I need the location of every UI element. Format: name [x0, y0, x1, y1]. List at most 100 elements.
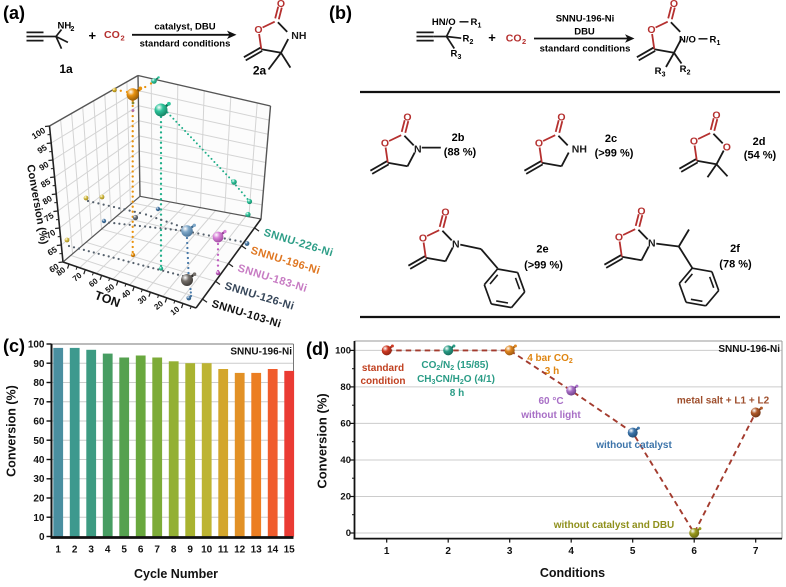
svg-text:12: 12 [234, 545, 246, 556]
svg-text:5: 5 [121, 545, 127, 556]
svg-text:SNNU-196-Ni: SNNU-196-Ni [718, 344, 780, 355]
svg-text:2: 2 [687, 70, 691, 77]
svg-text:90: 90 [33, 359, 45, 370]
svg-text:30: 30 [33, 474, 45, 485]
svg-text:0: 0 [39, 532, 45, 543]
svg-text:2f: 2f [730, 243, 740, 255]
svg-text:+: + [488, 30, 496, 45]
svg-text:(a): (a) [3, 3, 25, 23]
svg-text:CO: CO [506, 33, 522, 45]
svg-text:O: O [254, 24, 262, 36]
svg-text:DBU: DBU [574, 26, 595, 37]
svg-text:9: 9 [187, 545, 193, 556]
svg-text:(>99 %): (>99 %) [524, 260, 563, 272]
svg-text:Conditions: Conditions [540, 566, 605, 580]
svg-text:condition: condition [361, 376, 406, 387]
svg-text:2a: 2a [253, 64, 267, 78]
svg-text:R: R [680, 64, 687, 75]
svg-text:standard conditions: standard conditions [140, 39, 231, 50]
svg-text:O: O [381, 138, 389, 150]
svg-text:3 h: 3 h [545, 366, 559, 377]
svg-text:SNNU-196-Ni: SNNU-196-Ni [556, 14, 615, 25]
svg-text:3: 3 [458, 54, 462, 61]
svg-text:60: 60 [33, 417, 45, 428]
svg-text:60 °C: 60 °C [538, 396, 563, 407]
svg-text:100: 100 [335, 346, 351, 357]
svg-text:(b): (b) [329, 3, 352, 23]
svg-text:2e: 2e [536, 244, 548, 256]
svg-text:3: 3 [507, 546, 513, 557]
svg-text:(d): (d) [306, 339, 329, 359]
svg-text:standard conditions: standard conditions [540, 43, 631, 54]
svg-text:2: 2 [470, 39, 474, 46]
svg-text:O: O [723, 142, 731, 154]
svg-text:20: 20 [33, 494, 45, 505]
svg-text:O: O [637, 205, 645, 217]
svg-text:O: O [535, 138, 543, 150]
svg-text:1: 1 [384, 546, 390, 557]
svg-text:0: 0 [346, 528, 351, 539]
svg-text:2: 2 [121, 34, 125, 43]
svg-text:standard: standard [362, 363, 404, 374]
svg-text:70: 70 [33, 397, 45, 408]
svg-text:O: O [403, 111, 411, 123]
svg-text:2d: 2d [753, 136, 766, 148]
svg-text:without catalyst and DBU: without catalyst and DBU [553, 520, 675, 531]
svg-text:Conversion (%): Conversion (%) [315, 393, 330, 488]
svg-text:7: 7 [753, 546, 759, 557]
svg-text:1: 1 [478, 23, 482, 30]
svg-text:2: 2 [522, 37, 526, 46]
svg-text:8 h: 8 h [450, 388, 464, 399]
svg-text:HN/O: HN/O [432, 17, 456, 28]
svg-text:11: 11 [218, 545, 229, 556]
svg-text:O: O [615, 232, 623, 244]
svg-text:R: R [451, 49, 458, 60]
svg-text:O: O [419, 233, 427, 245]
svg-text:8: 8 [171, 545, 177, 556]
svg-text:O: O [557, 111, 565, 123]
svg-text:4 bar CO2: 4 bar CO2 [527, 353, 573, 365]
svg-text:without catalyst: without catalyst [595, 440, 672, 451]
svg-text:2c: 2c [605, 133, 617, 145]
svg-text:N: N [648, 238, 656, 250]
svg-text:N/O: N/O [679, 35, 696, 46]
svg-text:(>99 %): (>99 %) [595, 148, 634, 160]
svg-text:O: O [647, 24, 655, 36]
svg-text:2b: 2b [452, 132, 465, 144]
svg-text:R: R [655, 66, 662, 77]
svg-text:10: 10 [201, 545, 213, 556]
svg-text:N: N [414, 144, 422, 156]
svg-text:3: 3 [662, 72, 666, 79]
svg-text:NH: NH [291, 30, 306, 42]
svg-text:O: O [441, 206, 449, 218]
svg-text:Conversion (%): Conversion (%) [5, 385, 19, 477]
svg-text:O: O [712, 109, 720, 121]
svg-text:3: 3 [88, 545, 94, 556]
svg-text:2: 2 [72, 545, 78, 556]
svg-text:6: 6 [691, 546, 697, 557]
svg-text:14: 14 [267, 545, 279, 556]
svg-text:1: 1 [717, 40, 721, 47]
svg-text:5: 5 [630, 546, 636, 557]
svg-text:R: R [463, 34, 470, 45]
svg-text:R: R [471, 17, 478, 28]
svg-text:N: N [452, 239, 460, 251]
svg-text:without light: without light [520, 410, 581, 421]
svg-text:(88 %): (88 %) [444, 147, 477, 159]
svg-text:80: 80 [33, 378, 45, 389]
svg-text:1a: 1a [59, 62, 73, 76]
svg-text:catalyst, DBU: catalyst, DBU [154, 22, 215, 33]
svg-text:40: 40 [340, 455, 351, 466]
svg-text:+: + [89, 28, 97, 43]
svg-text:80: 80 [340, 382, 351, 393]
svg-text:7: 7 [154, 545, 160, 556]
svg-text:(54 %): (54 %) [744, 150, 777, 162]
svg-text:13: 13 [251, 545, 263, 556]
svg-text:4: 4 [568, 546, 574, 557]
svg-text:O: O [690, 136, 698, 148]
svg-text:2: 2 [71, 26, 75, 33]
svg-text:CO: CO [104, 29, 120, 41]
svg-text:100: 100 [28, 340, 45, 351]
svg-text:10: 10 [33, 513, 45, 524]
svg-text:2: 2 [445, 546, 451, 557]
